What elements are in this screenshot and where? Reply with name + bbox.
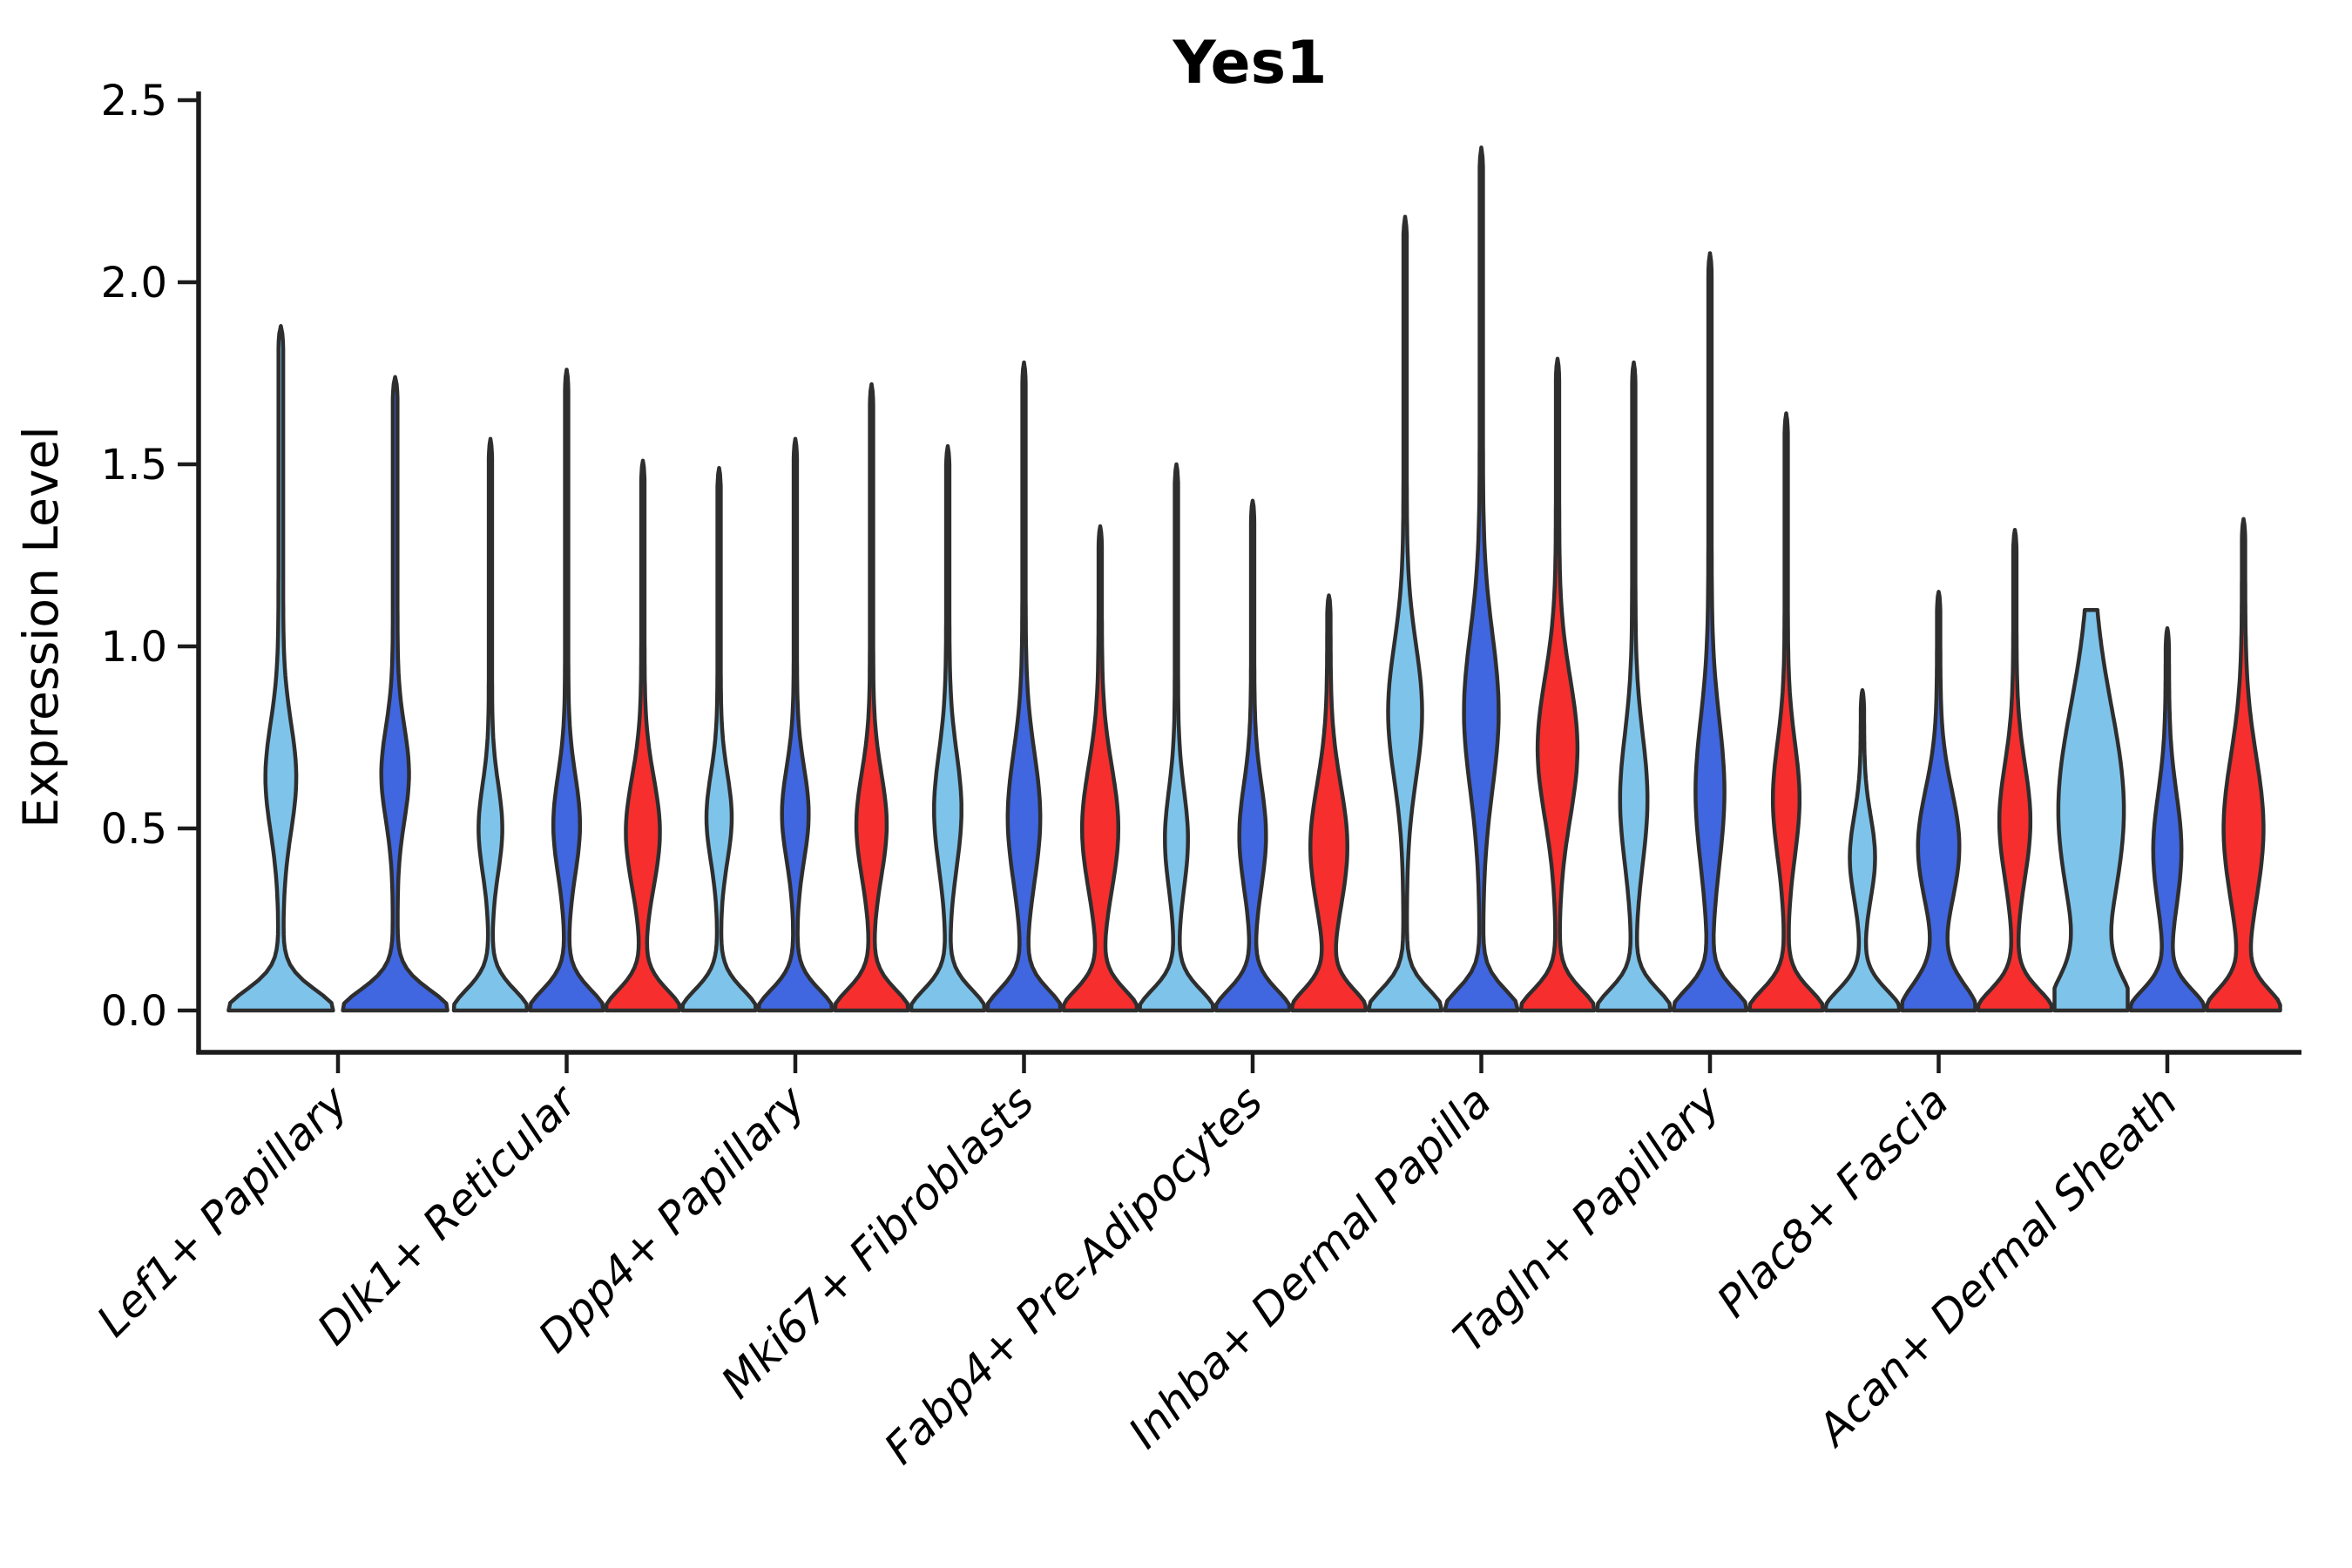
x-tick-label: Fabp4+ Pre-Adipocytes bbox=[875, 1076, 1273, 1474]
violin-royalblue bbox=[528, 368, 605, 1013]
x-tick-label: Acan+ Dermal Sheath bbox=[1807, 1076, 2187, 1456]
violin-red bbox=[1518, 356, 1597, 1013]
y-tick-label: 1.5 bbox=[101, 441, 167, 490]
x-tick-label: Plac8+ Fascia bbox=[1707, 1076, 1958, 1327]
violin-skyblue bbox=[680, 465, 758, 1013]
y-axis-label: Expression Level bbox=[13, 426, 69, 828]
chart-title: Yes1 bbox=[1173, 29, 1328, 98]
violin-skyblue bbox=[909, 443, 987, 1013]
violin-skyblue bbox=[1138, 462, 1215, 1013]
violin-royalblue bbox=[341, 375, 449, 1013]
violin-skyblue bbox=[1366, 214, 1444, 1013]
y-tick-label: 0.0 bbox=[101, 987, 167, 1036]
violin-red bbox=[1290, 593, 1368, 1013]
violin-royalblue bbox=[1900, 590, 1977, 1013]
violin-red bbox=[833, 382, 910, 1013]
y-tick-label: 2.5 bbox=[101, 77, 167, 125]
y-tick-label: 1.0 bbox=[101, 623, 167, 672]
violin-royalblue bbox=[1213, 498, 1292, 1013]
violin-red bbox=[2205, 517, 2282, 1013]
violin-royalblue bbox=[1443, 145, 1520, 1013]
violin-royalblue bbox=[985, 360, 1063, 1013]
violin-red bbox=[604, 458, 682, 1013]
violin-skyblue bbox=[2052, 607, 2130, 1013]
y-tick-label: 2.0 bbox=[101, 259, 167, 308]
violin-group-layer bbox=[226, 145, 2282, 1013]
violin-skyblue bbox=[226, 323, 335, 1013]
violin-royalblue bbox=[756, 436, 835, 1013]
violin-skyblue bbox=[451, 436, 530, 1013]
y-tick-label: 0.5 bbox=[101, 805, 167, 854]
violin-red bbox=[1747, 411, 1825, 1013]
violin-royalblue bbox=[2128, 625, 2207, 1013]
x-tick-label: Inhba+ Dermal Papilla bbox=[1119, 1076, 1501, 1457]
x-tick-label: Lef1+ Papillary bbox=[87, 1075, 358, 1346]
violin-red bbox=[1976, 527, 2054, 1013]
violin-skyblue bbox=[1823, 687, 1902, 1013]
violin-red bbox=[1061, 524, 1139, 1013]
violin-skyblue bbox=[1595, 360, 1673, 1013]
violin-royalblue bbox=[1671, 251, 1749, 1013]
